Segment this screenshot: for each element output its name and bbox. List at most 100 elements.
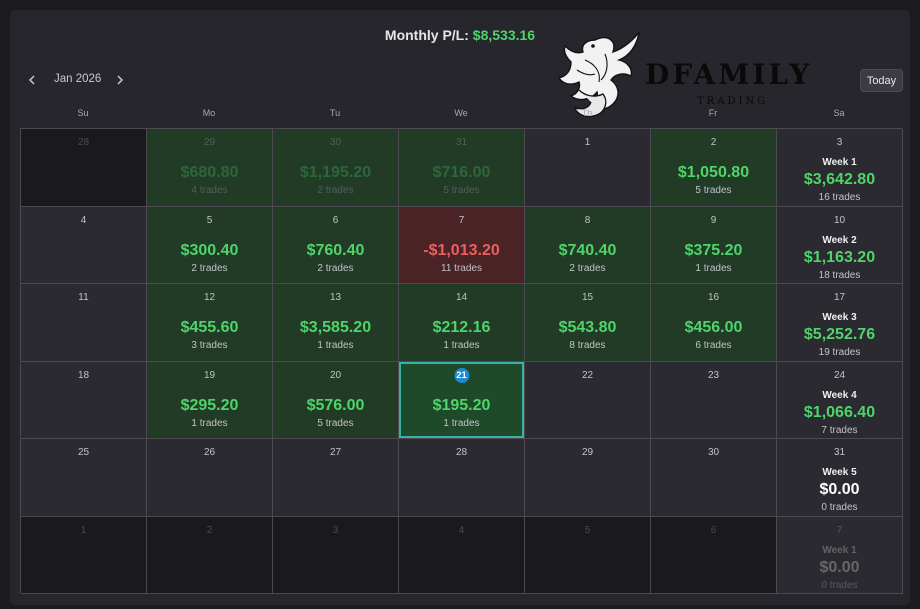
- day-number: 31: [455, 137, 468, 148]
- weekday-monday: Mo: [202, 108, 216, 118]
- calendar-day-cell[interactable]: 26: [147, 439, 273, 517]
- day-number: 13: [329, 292, 342, 303]
- calendar-day-cell[interactable]: 5: [525, 516, 651, 594]
- calendar-day-cell[interactable]: 4: [21, 206, 147, 284]
- calendar-day-cell[interactable]: 23: [651, 361, 777, 439]
- day-number: 20: [329, 369, 342, 381]
- calendar-day-cell[interactable]: 14 $212.16 1 trades: [399, 284, 525, 362]
- day-number: 25: [77, 447, 90, 458]
- calendar-day-cell[interactable]: 9 $375.20 1 trades: [651, 206, 777, 284]
- calendar-day-cell[interactable]: 11: [21, 284, 147, 362]
- calendar-day-cell[interactable]: 20 $576.00 5 trades: [273, 361, 399, 439]
- week-pnl: $5,252.76: [803, 326, 876, 343]
- calendar-day-cell[interactable]: 22: [525, 361, 651, 439]
- calendar-day-cell[interactable]: 5 $300.40 2 trades: [147, 206, 273, 284]
- week-pnl: $1,163.20: [803, 248, 876, 266]
- day-trade-count: 6 trades: [695, 340, 732, 351]
- day-pnl: $212.16: [432, 319, 491, 336]
- day-number: 21: [454, 367, 469, 383]
- calendar-day-cell[interactable]: 2 $1,050.80 5 trades: [651, 129, 777, 207]
- day-number: 11: [78, 292, 89, 303]
- day-trade-count: 2 trades: [317, 185, 354, 196]
- calendar-day-cell[interactable]: 29: [525, 439, 651, 517]
- logo-subtitle: TRADING: [697, 96, 769, 107]
- calendar-day-cell[interactable]: 4: [399, 516, 525, 594]
- week-pnl: $0.00: [819, 481, 860, 498]
- calendar-day-cell[interactable]: 13 $3,585.20 1 trades: [273, 284, 399, 362]
- calendar-day-cell[interactable]: 15 $543.80 8 trades: [525, 284, 651, 362]
- chevron-right-icon: [117, 75, 124, 85]
- day-number: 4: [80, 214, 87, 226]
- prev-month-button[interactable]: [22, 70, 42, 90]
- day-trade-count: 1 trades: [317, 340, 354, 351]
- calendar-day-cell[interactable]: 28: [21, 129, 147, 207]
- calendar-day-cell[interactable]: 6 $760.40 2 trades: [273, 206, 399, 284]
- week-summary-cell[interactable]: 17 Week 3 $5,252.76 19 trades: [777, 284, 903, 362]
- calendar-day-cell[interactable]: 1: [21, 516, 147, 594]
- day-number: 2: [710, 137, 717, 148]
- day-pnl: $716.00: [432, 164, 491, 181]
- week-summary-cell[interactable]: 7 Week 1 $0.00 0 trades: [777, 516, 903, 594]
- week-label: Week 4: [822, 389, 857, 401]
- day-trade-count: 2 trades: [569, 262, 606, 274]
- weekday-wednesday: We: [454, 108, 468, 118]
- monthly-pl-summary: Monthly P/L: $8,533.16: [0, 27, 920, 43]
- day-pnl: $295.20: [180, 396, 239, 414]
- day-number: 23: [707, 369, 720, 381]
- week-summary-cell[interactable]: 10 Week 2 $1,163.20 18 trades: [777, 206, 903, 284]
- calendar-day-cell[interactable]: 29 $680.80 4 trades: [147, 129, 273, 207]
- calendar-day-cell[interactable]: 30 $1,195.20 2 trades: [273, 129, 399, 207]
- calendar-day-cell[interactable]: 3: [273, 516, 399, 594]
- day-number: 14: [455, 292, 468, 303]
- calendar-day-cell[interactable]: 25: [21, 439, 147, 517]
- week-trade-count: 0 trades: [821, 502, 858, 513]
- day-number: 24: [833, 369, 846, 381]
- day-number: 17: [833, 292, 846, 303]
- monthly-pl-value: $8,533.16: [472, 27, 536, 43]
- calendar-day-cell[interactable]: 28: [399, 439, 525, 517]
- calendar-day-cell[interactable]: 12 $455.60 3 trades: [147, 284, 273, 362]
- day-trade-count: 5 trades: [443, 185, 480, 196]
- week-trade-count: 0 trades: [821, 579, 858, 591]
- day-trade-count: 1 trades: [191, 417, 228, 429]
- week-summary-cell[interactable]: 24 Week 4 $1,066.40 7 trades: [777, 361, 903, 439]
- day-trade-count: 3 trades: [191, 340, 228, 351]
- day-trade-count: 5 trades: [317, 417, 354, 429]
- weekday-friday: Fr: [708, 108, 718, 118]
- day-number: 31: [833, 447, 846, 458]
- day-number: 5: [206, 214, 213, 226]
- day-number: 29: [581, 447, 594, 458]
- calendar-day-cell[interactable]: 7 -$1,013.20 11 trades: [399, 206, 525, 284]
- day-trade-count: 4 trades: [191, 185, 228, 196]
- calendar-day-cell[interactable]: 19 $295.20 1 trades: [147, 361, 273, 439]
- day-number: 26: [203, 447, 216, 458]
- day-number: 30: [329, 137, 342, 148]
- week-summary-cell[interactable]: 31 Week 5 $0.00 0 trades: [777, 439, 903, 517]
- dfamily-logo: DFAMILY TRADING: [555, 30, 830, 122]
- calendar-day-cell[interactable]: 30: [651, 439, 777, 517]
- calendar-day-cell[interactable]: 2: [147, 516, 273, 594]
- day-pnl: $3,585.20: [299, 319, 372, 336]
- calendar-day-cell[interactable]: 27: [273, 439, 399, 517]
- day-number: 12: [203, 292, 216, 303]
- calendar-day-cell[interactable]: 31 $716.00 5 trades: [399, 129, 525, 207]
- calendar-day-cell-today[interactable]: 21 $195.20 1 trades: [399, 361, 525, 439]
- day-pnl: $1,195.20: [299, 164, 372, 181]
- day-number: 19: [203, 369, 216, 381]
- calendar-day-cell[interactable]: 1: [525, 129, 651, 207]
- calendar-day-cell[interactable]: 18: [21, 361, 147, 439]
- week-pnl: $0.00: [819, 558, 860, 576]
- day-pnl: $576.00: [306, 396, 365, 414]
- day-pnl: $195.20: [432, 396, 491, 414]
- today-button[interactable]: Today: [860, 69, 903, 92]
- calendar-day-cell[interactable]: 16 $456.00 6 trades: [651, 284, 777, 362]
- week-label: Week 1: [822, 157, 857, 168]
- week-trade-count: 18 trades: [818, 269, 861, 281]
- next-month-button[interactable]: [110, 70, 130, 90]
- day-number: 4: [458, 524, 465, 536]
- week-summary-cell[interactable]: 3 Week 1 $3,642.80 16 trades: [777, 129, 903, 207]
- day-pnl: $543.80: [558, 319, 617, 336]
- calendar-day-cell[interactable]: 6: [651, 516, 777, 594]
- calendar-day-cell[interactable]: 8 $740.40 2 trades: [525, 206, 651, 284]
- day-number: 6: [710, 524, 717, 536]
